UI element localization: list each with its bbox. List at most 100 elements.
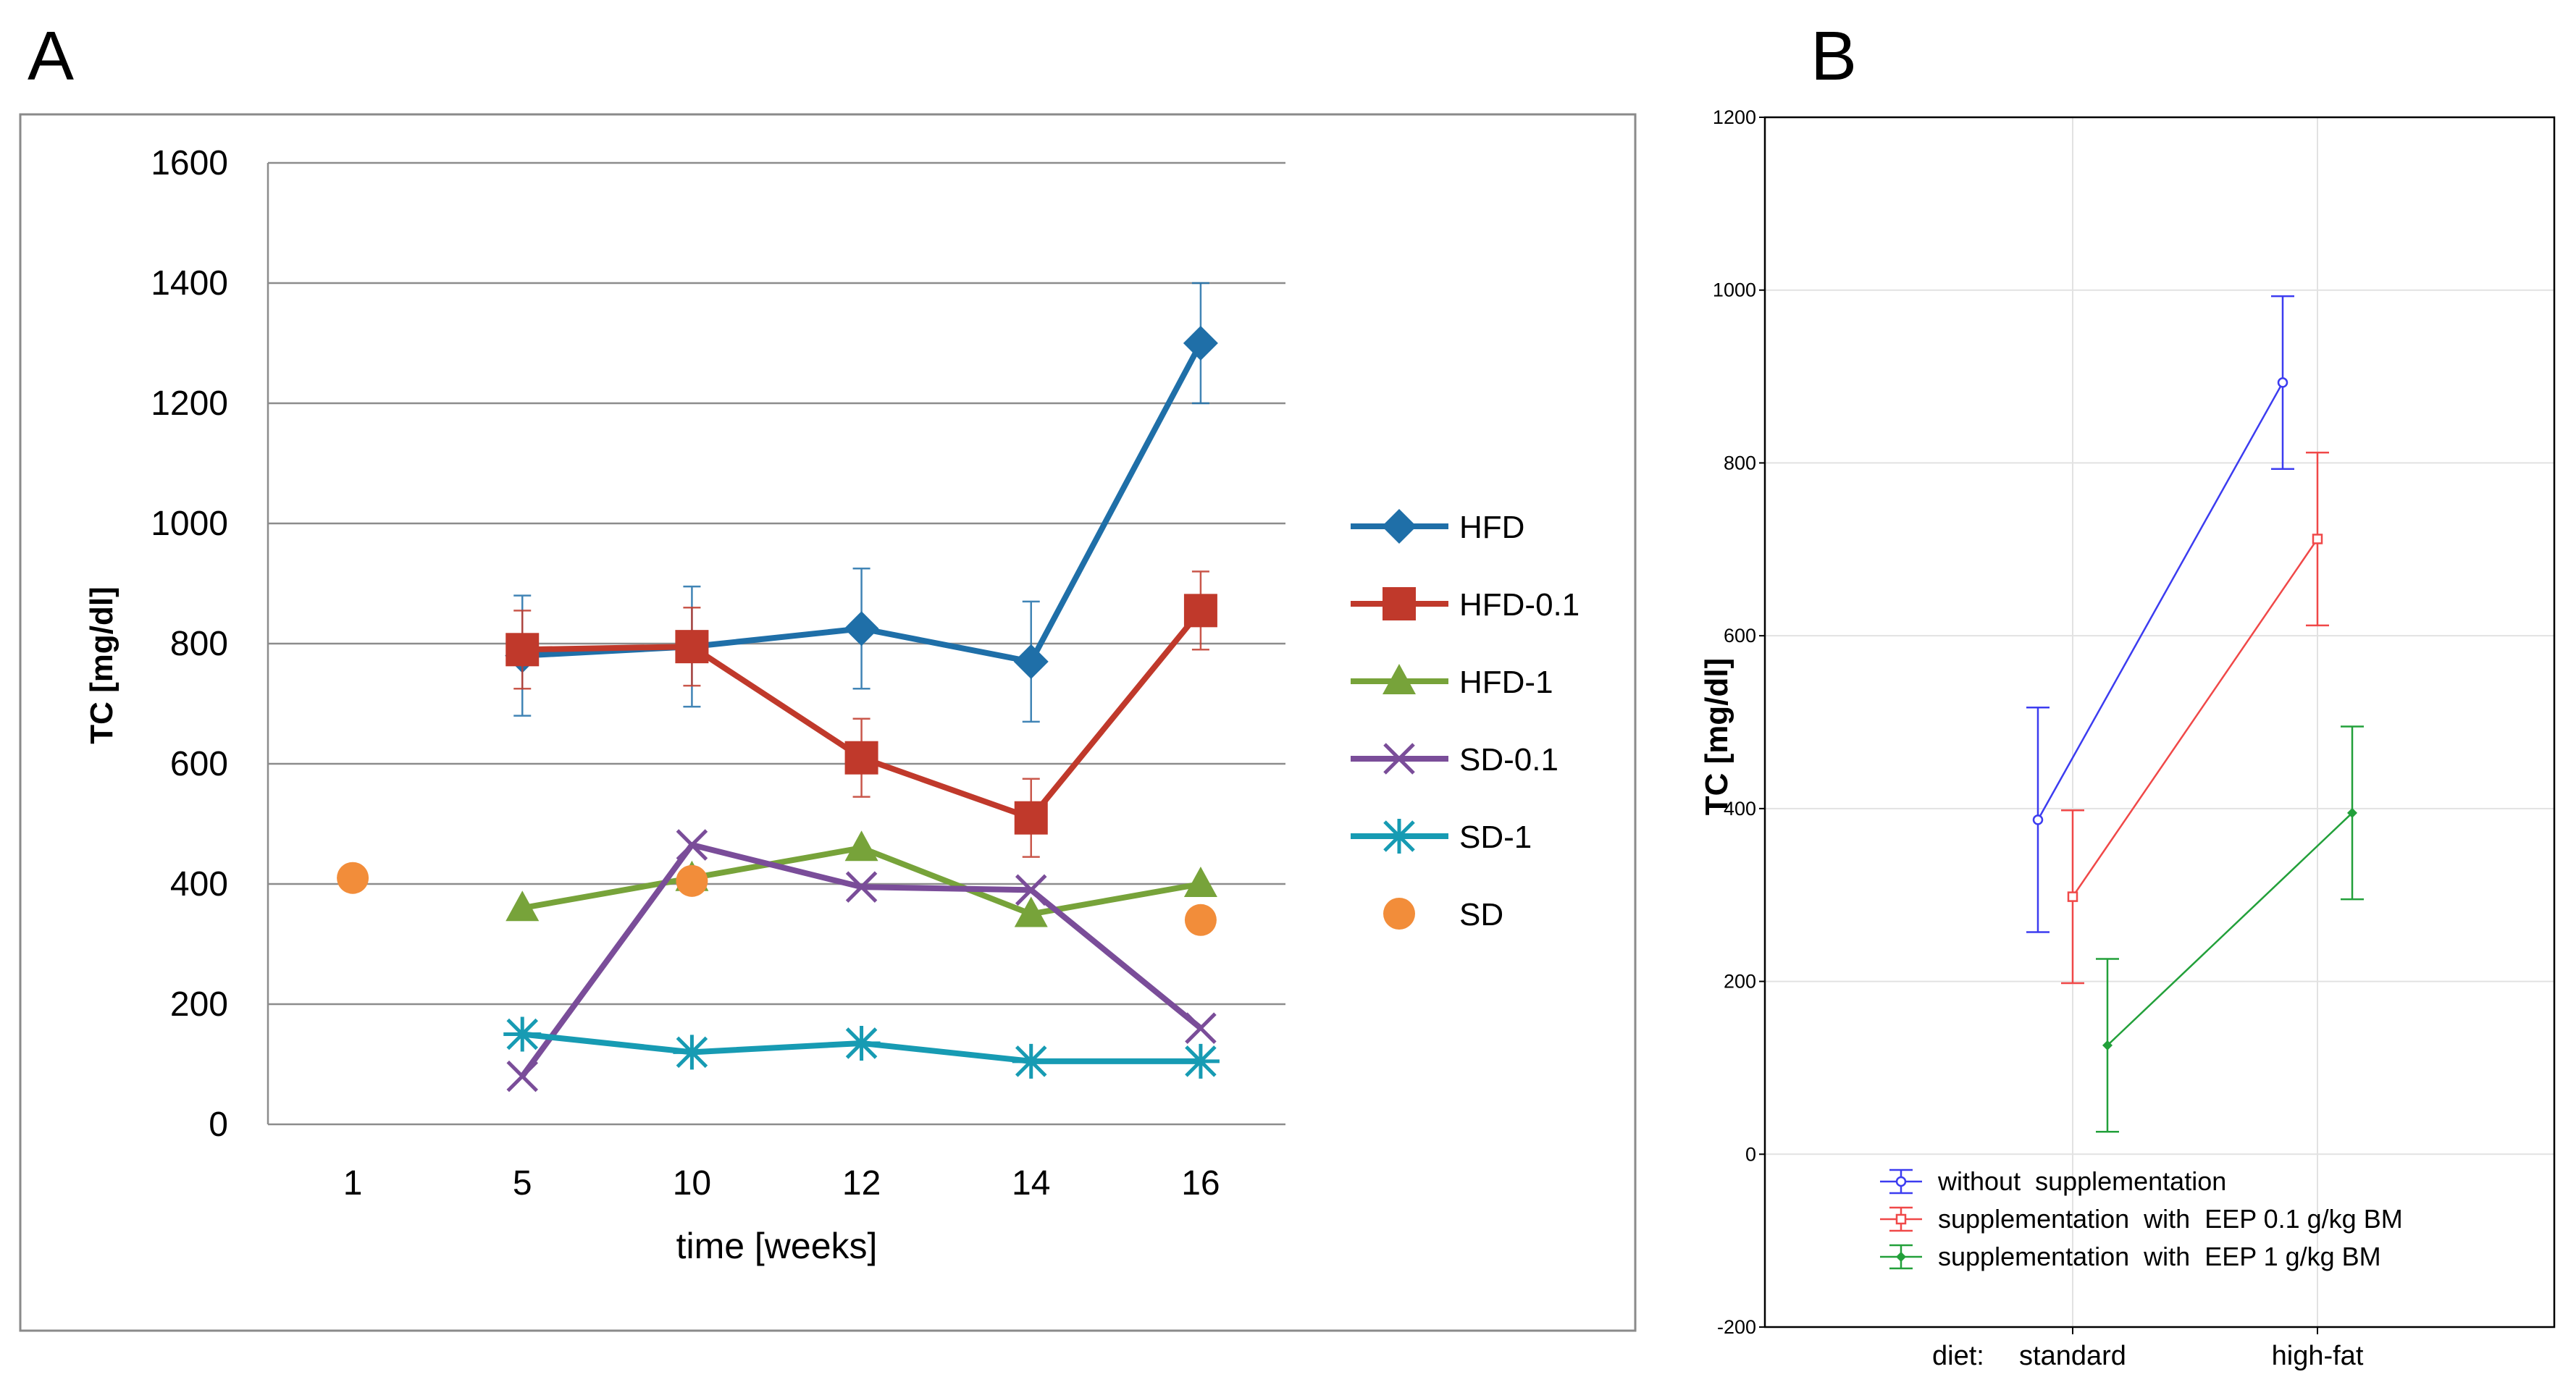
data-point <box>2032 814 2044 825</box>
y-tick-label: 600 <box>170 745 228 783</box>
data-point <box>506 1060 539 1092</box>
data-point <box>1014 801 1048 835</box>
data-point <box>2347 807 2357 818</box>
x-axis-title: time [weeks] <box>676 1226 878 1266</box>
y-tick-label: 800 <box>1724 452 1756 473</box>
x-tick-label: 10 <box>673 1164 711 1203</box>
chart-b: -200 0 200 400 600 800 1000 1200 diet: standard hi… <box>1699 106 2556 1371</box>
legend-label: supplementation with EEP 0.1 g/kg BM <box>1938 1204 2403 1234</box>
x-tick-label: 16 <box>1181 1164 1220 1203</box>
y-tick-label: 0 <box>1745 1143 1756 1165</box>
y-tick-label: 1200 <box>151 384 228 423</box>
y-tick-label: 800 <box>170 625 228 663</box>
series-line <box>2071 538 2319 898</box>
data-point <box>1012 1043 1050 1079</box>
panel-b-label: B <box>1811 17 1857 95</box>
x-tick-label: 5 <box>513 1164 532 1203</box>
chart-a: 0 200 400 600 800 1000 1200 1400 1600 1 5 10 12 14 16 t… <box>84 144 1579 1266</box>
plot-frame <box>1763 116 2556 1328</box>
legend-item-without-supplementation: without supplementation <box>1880 1166 2226 1196</box>
legend-item-supplementation-with-eep-0-1-g-kg-bm: supplementation with EEP 0.1 g/kg BM <box>1880 1204 2403 1234</box>
data-point <box>503 1016 542 1052</box>
data-point <box>1183 326 1218 361</box>
legend-label: supplementation with EEP 1 g/kg BM <box>1938 1242 2381 1271</box>
series-sd-1 <box>503 1016 1220 1079</box>
legend-item-hfd-0-1: HFD-0.1 <box>1351 587 1579 623</box>
series-hfd-0-1 <box>505 570 1217 858</box>
x-tick-label: 12 <box>842 1164 881 1203</box>
series-supplementation-with-eep-0-1-g-kg-bm <box>2061 451 2329 985</box>
data-point <box>844 830 878 862</box>
data-point <box>1014 896 1048 927</box>
data-point <box>505 890 540 922</box>
data-point <box>1383 898 1415 930</box>
y-tick-label: 200 <box>170 985 228 1024</box>
data-point <box>1183 867 1217 897</box>
legend-label: without supplementation <box>1937 1166 2226 1196</box>
data-point <box>2067 891 2078 902</box>
y-axis-title: TC [mg/dl] <box>84 586 119 744</box>
y-tick-label: 400 <box>1724 798 1756 820</box>
data-point <box>676 829 708 861</box>
y-tick-label: 1200 <box>1713 106 1756 128</box>
series-without-supplementation <box>2026 295 2294 933</box>
legend-marker <box>1895 1213 1907 1225</box>
y-axis-title: TC [mg/dl] <box>1699 658 1734 816</box>
panel-a-frame <box>19 113 1637 1332</box>
data-point <box>1013 644 1049 679</box>
legend-label: SD-1 <box>1459 820 1532 855</box>
legend-item-sd-0-1: SD-0.1 <box>1351 742 1558 778</box>
legend-label: HFD-0.1 <box>1459 587 1579 623</box>
legend-item-sd-1: SD-1 <box>1351 819 1532 855</box>
data-point <box>1383 664 1416 694</box>
data-point <box>1383 587 1416 620</box>
legend-marker <box>1895 1176 1907 1187</box>
data-point <box>2102 1040 2113 1050</box>
legend-label: HFD <box>1459 510 1524 545</box>
data-point <box>1181 1043 1220 1079</box>
y-tick-label: 1000 <box>151 505 228 543</box>
legend-item-hfd: HFD <box>1351 509 1524 545</box>
data-point <box>1380 819 1418 854</box>
y-tick-label: 200 <box>1724 971 1756 993</box>
series-supplementation-with-eep-1-g-kg-bm <box>2096 725 2364 1133</box>
x-axis-title: diet: <box>1932 1341 1984 1371</box>
x-tick-label: high-fat <box>2272 1341 2364 1371</box>
x-tick-label: 1 <box>343 1164 363 1203</box>
data-point <box>844 741 878 775</box>
data-point <box>845 871 878 903</box>
data-point <box>1015 874 1047 906</box>
y-tick-label: 0 <box>209 1106 228 1144</box>
legend-item-sd: SD <box>1383 897 1503 932</box>
data-point <box>676 864 708 897</box>
panel-a-label: A <box>28 17 74 95</box>
series-line <box>2036 382 2284 820</box>
series-line <box>2107 812 2353 1046</box>
y-tick-label: -200 <box>1717 1316 1756 1338</box>
data-point <box>844 611 879 647</box>
data-point <box>337 862 369 894</box>
data-point <box>2277 377 2288 388</box>
y-tick-label: 1000 <box>1713 279 1756 301</box>
data-point <box>1185 1012 1217 1044</box>
legend-marker <box>1896 1252 1906 1262</box>
legend-item-hfd-1: HFD-1 <box>1351 664 1553 700</box>
y-tick-label: 400 <box>170 865 228 904</box>
data-point <box>505 633 540 667</box>
legend-label: SD <box>1459 897 1503 932</box>
data-point <box>675 630 709 664</box>
data-point <box>2312 534 2323 544</box>
data-point <box>1382 509 1417 544</box>
data-point <box>1383 743 1415 775</box>
x-tick-label: standard <box>2019 1341 2126 1371</box>
y-tick-label: 1400 <box>151 264 228 303</box>
legend-item-supplementation-with-eep-1-g-kg-bm: supplementation with EEP 1 g/kg BM <box>1880 1242 2381 1271</box>
x-tick-label: 14 <box>1012 1164 1050 1203</box>
series-sd <box>337 862 1217 936</box>
series-sd-0-1 <box>506 829 1217 1092</box>
y-tick-label: 1600 <box>151 144 228 182</box>
legend-label: SD-0.1 <box>1459 742 1558 778</box>
data-point <box>842 1025 881 1061</box>
y-tick-label: 600 <box>1724 625 1756 647</box>
